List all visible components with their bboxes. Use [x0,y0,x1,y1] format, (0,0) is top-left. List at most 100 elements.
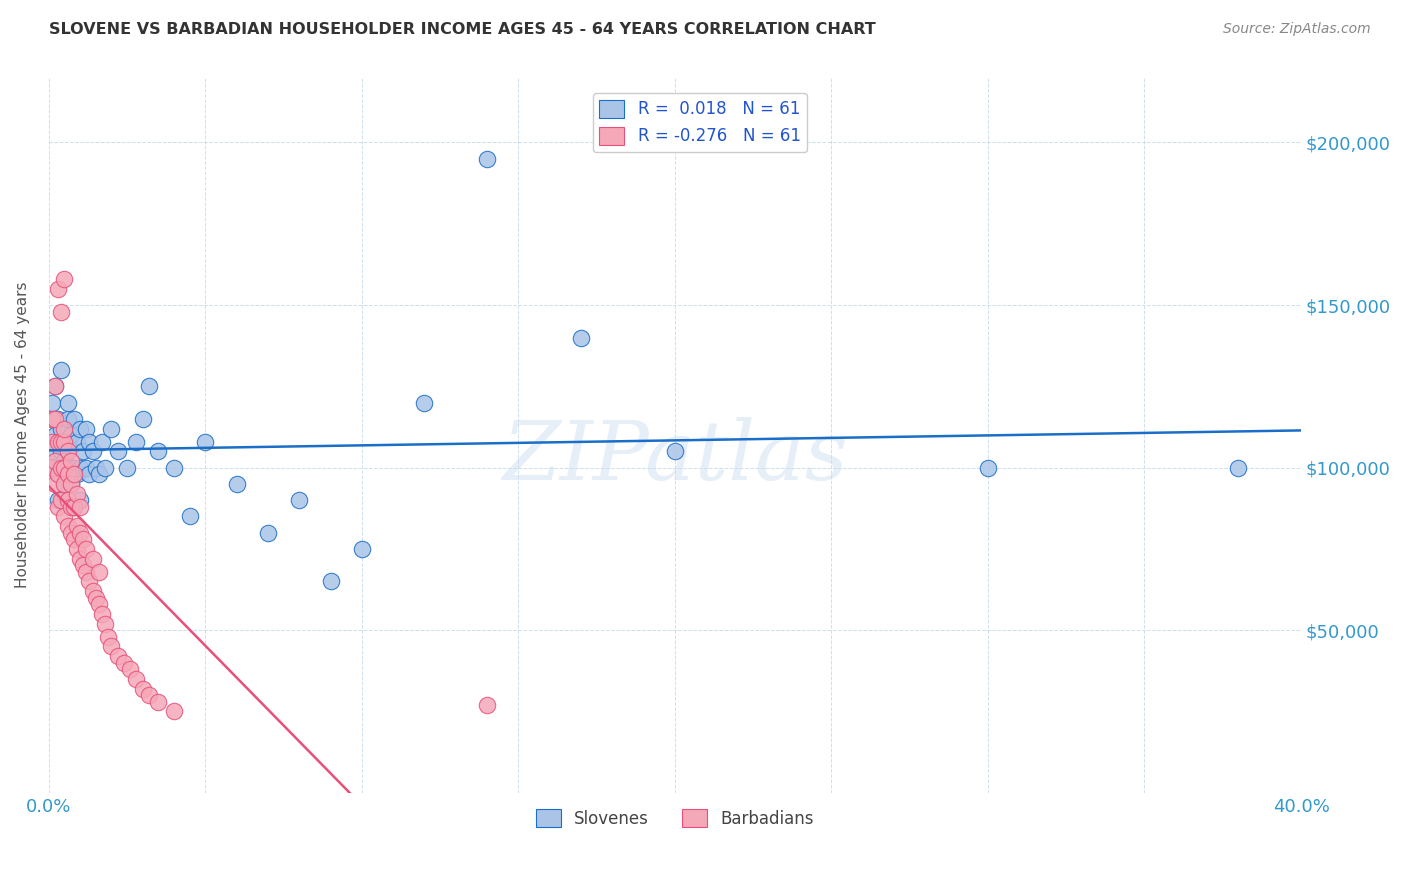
Point [120,662,142,676]
Point [41,411,63,425]
Point [46,434,69,449]
Point [66,486,89,500]
Point [56,395,79,409]
Point [87,597,110,611]
Point [179,509,201,524]
Point [94,616,117,631]
Point [53,509,76,524]
Point [56,444,79,458]
Point [82,584,104,599]
Point [56,434,79,449]
Point [163,460,186,475]
Point [69,551,91,566]
Legend: Slovenes, Barbadians: Slovenes, Barbadians [529,803,821,834]
Point [44,379,66,393]
Point [62,532,84,546]
Point [100,421,122,435]
Point [163,705,186,719]
Point [56,467,79,481]
Point [51,493,73,508]
Point [69,421,91,435]
Point [69,460,91,475]
Point [91,434,114,449]
Point [91,607,114,621]
Point [41,434,63,449]
Point [53,476,76,491]
Point [75,460,97,475]
Point [44,428,66,442]
Point [288,493,311,508]
Point [44,460,66,475]
Point [56,519,79,533]
Point [59,454,82,468]
Point [59,500,82,514]
Point [41,460,63,475]
Point [66,519,89,533]
Point [59,525,82,540]
Point [53,476,76,491]
Point [44,476,66,491]
Point [53,434,76,449]
Point [53,434,76,449]
Point [66,434,89,449]
Point [138,688,160,702]
Point [69,525,91,540]
Point [56,460,79,475]
Point [44,411,66,425]
Point [1227,460,1250,475]
Point [69,493,91,508]
Point [41,395,63,409]
Point [475,698,498,712]
Point [41,444,63,458]
Point [82,444,104,458]
Point [53,454,76,468]
Point [46,467,69,481]
Point [56,411,79,425]
Point [51,444,73,458]
Point [87,565,110,579]
Point [107,649,129,664]
Point [72,558,94,573]
Point [62,500,84,514]
Point [62,460,84,475]
Point [51,421,73,435]
Point [82,551,104,566]
Point [100,640,122,654]
Point [148,695,170,709]
Point [44,379,66,393]
Point [41,411,63,425]
Point [664,444,686,458]
Point [84,460,107,475]
Point [350,541,373,556]
Text: SLOVENE VS BARBADIAN HOUSEHOLDER INCOME AGES 45 - 64 YEARS CORRELATION CHART: SLOVENE VS BARBADIAN HOUSEHOLDER INCOME … [49,22,876,37]
Point [59,428,82,442]
Point [46,434,69,449]
Point [62,500,84,514]
Point [66,467,89,481]
Point [413,395,436,409]
Point [75,565,97,579]
Point [125,672,148,686]
Point [977,460,1000,475]
Point [46,411,69,425]
Text: ZIPatlas: ZIPatlas [502,417,848,497]
Point [53,460,76,475]
Point [51,434,73,449]
Point [53,421,76,435]
Point [94,460,117,475]
Point [51,304,73,318]
Point [225,476,247,491]
Point [44,454,66,468]
Point [62,411,84,425]
Point [79,574,101,589]
Point [107,444,129,458]
Point [46,500,69,514]
Point [87,467,110,481]
Point [72,532,94,546]
Point [112,656,135,670]
Point [125,434,148,449]
Point [53,272,76,286]
Point [475,152,498,166]
Point [75,541,97,556]
Point [51,363,73,377]
